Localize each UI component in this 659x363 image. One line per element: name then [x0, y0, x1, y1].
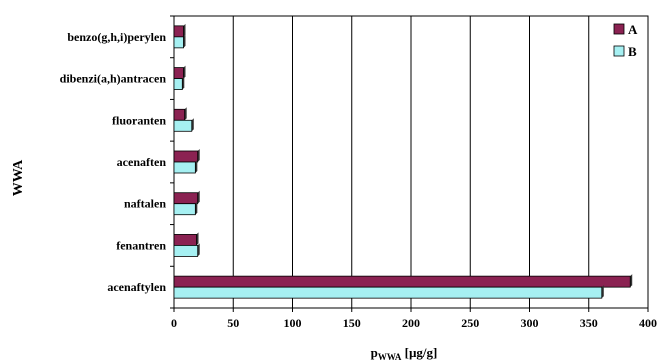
x-tick-label: 350: [580, 316, 598, 330]
bar-side: [195, 160, 198, 173]
x-tick-label: 100: [284, 316, 302, 330]
bar-a-2: [173, 108, 186, 121]
y-axis-label: WWA: [11, 159, 26, 196]
bar-a-6: [173, 275, 631, 288]
bar-side: [197, 190, 200, 204]
y-tick-label: acenaften: [117, 155, 167, 169]
legend-swatch-a: [613, 23, 625, 35]
bar-side: [183, 65, 186, 79]
x-tick-label: 0: [171, 316, 177, 330]
bar-side: [197, 149, 200, 162]
bar-a-4: [173, 192, 199, 205]
bar-side: [191, 118, 194, 132]
grid-lines: [170, 15, 649, 312]
x-tick-labels: 0 50 100 150 200 250 300 350 400: [171, 316, 657, 330]
y-tick-label: fenantren: [116, 238, 166, 252]
x-axis-label: pWWA [µg/g]: [371, 345, 438, 362]
y-tick-labels: benzo(g,h,i)perylen dibenzi(a,h)antracen f…: [60, 30, 167, 294]
bar-side: [195, 201, 198, 215]
x-axis-label-main: p: [371, 345, 378, 360]
y-tick-label: dibenzi(a,h)antracen: [60, 72, 167, 86]
legend: AB: [613, 22, 638, 59]
bars: [173, 23, 633, 299]
y-tick-label: benzo(g,h,i)perylen: [67, 30, 166, 44]
bar-side: [601, 285, 604, 299]
x-tick-label: 200: [402, 316, 420, 330]
bar-side: [182, 76, 185, 90]
legend-label-a: A: [628, 22, 638, 37]
bar-a-1: [173, 67, 184, 79]
bar-side: [183, 23, 186, 37]
x-tick-label: 400: [639, 316, 657, 330]
bar-a-3: [173, 150, 199, 163]
bar-a-5: [173, 234, 197, 246]
y-tick-label: fluoranten: [112, 113, 166, 127]
x-axis-label-subscript: WWA: [378, 352, 402, 362]
legend-swatch-b: [613, 45, 625, 57]
bar-b-4: [173, 203, 196, 216]
bar-b-0: [173, 36, 184, 49]
bar-b-5: [173, 245, 199, 257]
bar-b-2: [173, 119, 193, 132]
bar-b-6: [173, 286, 603, 299]
x-tick-label: 300: [521, 316, 539, 330]
bar-side: [197, 243, 200, 257]
x-tick-label: 150: [343, 316, 361, 330]
bar-side: [183, 34, 186, 48]
x-axis-label-unit: [µg/g]: [401, 345, 437, 360]
bar-b-1: [173, 78, 183, 90]
bar-side: [184, 107, 187, 121]
y-tick-label: acenaftylen: [107, 280, 166, 294]
bar-side: [196, 232, 199, 246]
y-tick-label: naftalen: [124, 197, 166, 211]
bar-b-3: [173, 161, 196, 174]
legend-label-b: B: [628, 44, 637, 59]
x-tick-label: 250: [461, 316, 479, 330]
x-tick-label: 50: [227, 316, 239, 330]
bar-a-0: [173, 25, 184, 38]
bar-side: [630, 274, 633, 288]
